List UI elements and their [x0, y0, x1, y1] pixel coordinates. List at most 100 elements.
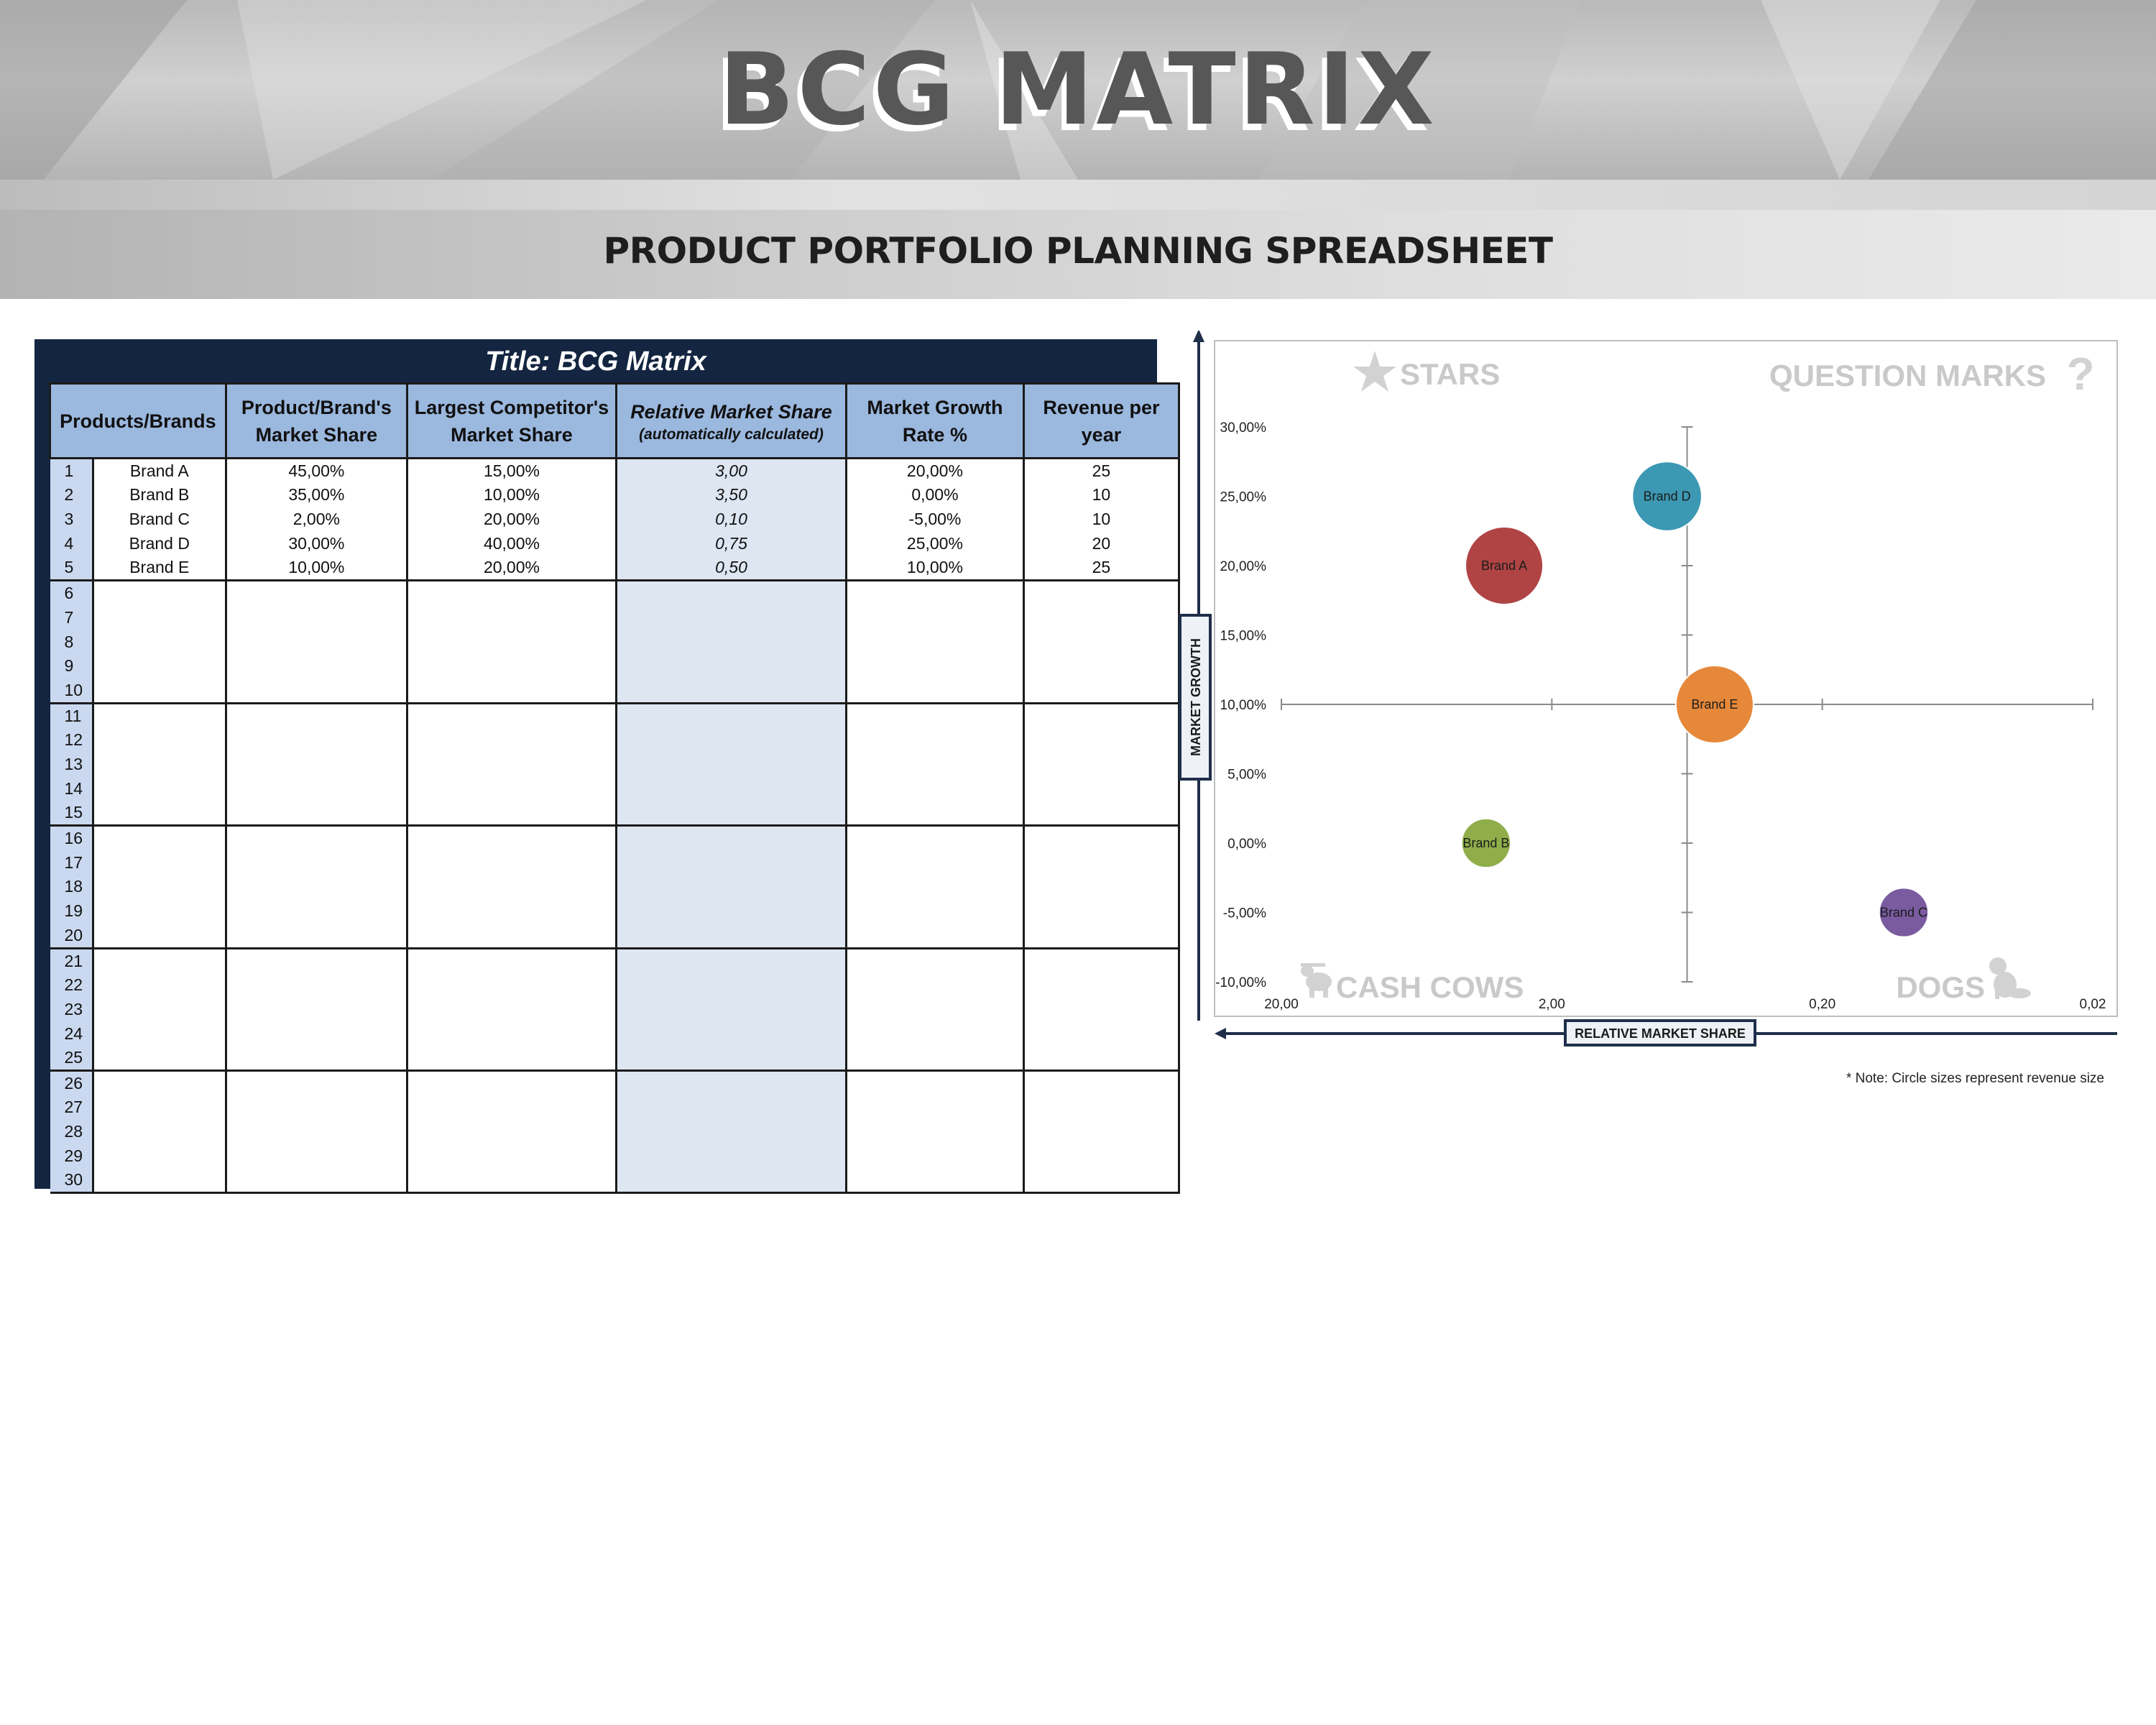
growth-rate-cell[interactable]: 10,00%	[844, 556, 1025, 582]
competitor-share-cell[interactable]	[405, 727, 618, 753]
brand-cell[interactable]	[91, 727, 227, 753]
market-share-cell[interactable]	[224, 1168, 408, 1195]
revenue-cell[interactable]	[1022, 678, 1181, 704]
competitor-share-cell[interactable]	[405, 1045, 618, 1072]
market-share-cell[interactable]	[224, 801, 408, 827]
brand-cell[interactable]	[91, 703, 227, 728]
revenue-cell[interactable]	[1022, 825, 1181, 851]
brand-cell[interactable]	[91, 1045, 227, 1072]
growth-rate-cell[interactable]	[844, 703, 1025, 728]
market-share-cell[interactable]	[224, 703, 408, 728]
revenue-cell[interactable]	[1022, 874, 1181, 899]
competitor-share-cell[interactable]	[405, 752, 618, 777]
market-share-cell[interactable]: 35,00%	[224, 483, 408, 507]
brand-cell[interactable]	[91, 948, 227, 973]
market-share-cell[interactable]	[224, 1119, 408, 1144]
growth-rate-cell[interactable]: 20,00%	[844, 458, 1025, 483]
revenue-cell[interactable]	[1022, 972, 1181, 998]
market-share-cell[interactable]	[224, 1070, 408, 1095]
brand-cell[interactable]	[91, 605, 227, 630]
competitor-share-cell[interactable]	[405, 997, 618, 1022]
growth-rate-cell[interactable]	[844, 923, 1025, 949]
growth-rate-cell[interactable]	[844, 948, 1025, 973]
revenue-cell[interactable]	[1022, 1119, 1181, 1144]
competitor-share-cell[interactable]	[405, 630, 618, 654]
growth-rate-cell[interactable]	[844, 850, 1025, 875]
revenue-cell[interactable]	[1022, 923, 1181, 949]
revenue-cell[interactable]	[1022, 1168, 1181, 1195]
market-share-cell[interactable]	[224, 997, 408, 1022]
market-share-cell[interactable]: 2,00%	[224, 507, 408, 532]
market-share-cell[interactable]	[224, 972, 408, 998]
market-share-cell[interactable]	[224, 1045, 408, 1072]
growth-rate-cell[interactable]: 25,00%	[844, 531, 1025, 556]
growth-rate-cell[interactable]	[844, 898, 1025, 924]
market-share-cell[interactable]	[224, 1021, 408, 1046]
competitor-share-cell[interactable]	[405, 1021, 618, 1046]
revenue-cell[interactable]	[1022, 1144, 1181, 1169]
growth-rate-cell[interactable]	[844, 1021, 1025, 1046]
growth-rate-cell[interactable]	[844, 972, 1025, 998]
header-market-share[interactable]: Product/Brand's Market Share	[224, 382, 408, 459]
brand-cell[interactable]: Brand E	[91, 556, 227, 582]
market-share-cell[interactable]: 45,00%	[224, 458, 408, 483]
revenue-cell[interactable]	[1022, 752, 1181, 777]
growth-rate-cell[interactable]	[844, 1168, 1025, 1195]
growth-rate-cell[interactable]	[844, 1095, 1025, 1120]
competitor-share-cell[interactable]	[405, 776, 618, 801]
brand-cell[interactable]	[91, 1095, 227, 1120]
competitor-share-cell[interactable]	[405, 850, 618, 875]
growth-rate-cell[interactable]	[844, 653, 1025, 678]
competitor-share-cell[interactable]	[405, 1070, 618, 1095]
growth-rate-cell[interactable]	[844, 1144, 1025, 1169]
brand-cell[interactable]	[91, 874, 227, 899]
growth-rate-cell[interactable]	[844, 801, 1025, 827]
growth-rate-cell[interactable]	[844, 678, 1025, 704]
competitor-share-cell[interactable]	[405, 874, 618, 899]
header-competitor-share[interactable]: Largest Competitor's Market Share	[405, 382, 618, 459]
revenue-cell[interactable]: 10	[1022, 507, 1181, 532]
brand-cell[interactable]	[91, 653, 227, 678]
header-products[interactable]: Products/Brands	[49, 382, 227, 459]
revenue-cell[interactable]	[1022, 580, 1181, 606]
market-share-cell[interactable]	[224, 605, 408, 630]
brand-cell[interactable]	[91, 752, 227, 777]
revenue-cell[interactable]	[1022, 1021, 1181, 1046]
competitor-share-cell[interactable]: 10,00%	[405, 483, 618, 507]
competitor-share-cell[interactable]	[405, 923, 618, 949]
market-share-cell[interactable]	[224, 874, 408, 899]
competitor-share-cell[interactable]	[405, 1168, 618, 1195]
revenue-cell[interactable]	[1022, 1045, 1181, 1072]
revenue-cell[interactable]	[1022, 630, 1181, 654]
market-share-cell[interactable]	[224, 630, 408, 654]
revenue-cell[interactable]	[1022, 850, 1181, 875]
brand-cell[interactable]	[91, 898, 227, 924]
market-share-cell[interactable]	[224, 825, 408, 851]
competitor-share-cell[interactable]	[405, 1095, 618, 1120]
revenue-cell[interactable]: 25	[1022, 458, 1181, 483]
header-relative-share[interactable]: Relative Market Share (automatically calc…	[615, 382, 847, 459]
brand-cell[interactable]: Brand B	[91, 483, 227, 507]
market-share-cell[interactable]	[224, 580, 408, 606]
revenue-cell[interactable]: 10	[1022, 483, 1181, 507]
revenue-cell[interactable]	[1022, 997, 1181, 1022]
revenue-cell[interactable]: 20	[1022, 531, 1181, 556]
brand-cell[interactable]	[91, 580, 227, 606]
brand-cell[interactable]	[91, 1070, 227, 1095]
revenue-cell[interactable]	[1022, 948, 1181, 973]
market-share-cell[interactable]: 10,00%	[224, 556, 408, 582]
brand-cell[interactable]	[91, 825, 227, 851]
competitor-share-cell[interactable]	[405, 1119, 618, 1144]
growth-rate-cell[interactable]	[844, 727, 1025, 753]
competitor-share-cell[interactable]	[405, 825, 618, 851]
brand-cell[interactable]: Brand C	[91, 507, 227, 532]
brand-cell[interactable]	[91, 678, 227, 704]
growth-rate-cell[interactable]	[844, 997, 1025, 1022]
growth-rate-cell[interactable]	[844, 630, 1025, 654]
growth-rate-cell[interactable]	[844, 1119, 1025, 1144]
growth-rate-cell[interactable]: -5,00%	[844, 507, 1025, 532]
brand-cell[interactable]	[91, 1144, 227, 1169]
revenue-cell[interactable]	[1022, 801, 1181, 827]
revenue-cell[interactable]	[1022, 776, 1181, 801]
market-share-cell[interactable]	[224, 948, 408, 973]
